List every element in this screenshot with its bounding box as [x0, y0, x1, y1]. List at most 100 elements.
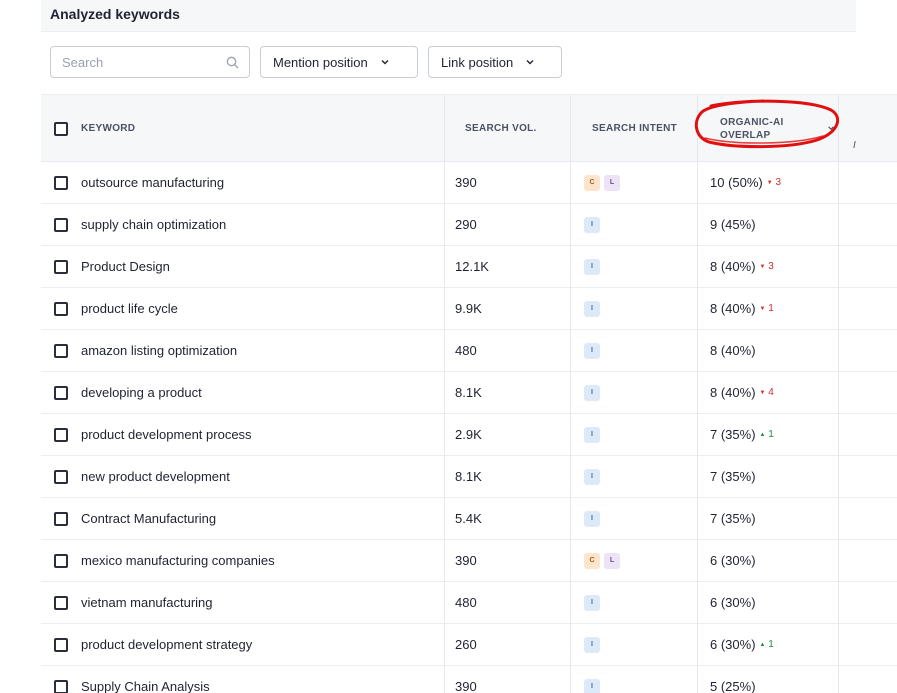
keywords-table: KEYWORD SEARCH VOL. SEARCH INTENT ORGANI…	[41, 94, 897, 693]
search-volume-value: 480	[455, 343, 477, 358]
table-row[interactable]: Contract Manufacturing 5.4K I 7 (35%)	[41, 498, 897, 540]
overlap-value: 6 (30%)	[710, 637, 756, 652]
row-checkbox[interactable]	[54, 259, 68, 274]
search-intent-cell: I	[584, 456, 600, 497]
overlap-value: 10 (50%)	[710, 175, 763, 190]
row-checkbox[interactable]	[54, 427, 68, 442]
keyword-cell: new product development	[54, 456, 230, 497]
intent-badge: L	[604, 174, 620, 191]
column-header-organic-ai-overlap[interactable]: ORGANIC-AI OVERLAP	[720, 95, 835, 162]
overlap-value: 6 (30%)	[710, 553, 756, 568]
overlap-value: 6 (30%)	[710, 595, 756, 610]
intent-badge: I	[584, 510, 600, 527]
row-checkbox[interactable]	[54, 553, 68, 568]
overlap-cell: 6 (30%) ▲ 1	[710, 624, 774, 665]
overlap-delta-value: 3	[775, 177, 782, 188]
keyword-text: outsource manufacturing	[81, 175, 225, 190]
column-divider	[838, 95, 839, 162]
table-row[interactable]: Product Design 12.1K I 8 (40%) ▼ 3	[41, 246, 897, 288]
keyword-cell: product life cycle	[54, 288, 178, 329]
overlap-delta: ▼ 1	[760, 303, 774, 314]
column-divider	[697, 162, 698, 693]
keyword-cell: vietnam manufacturing	[54, 582, 213, 623]
mention-position-dropdown[interactable]: Mention position	[260, 46, 418, 78]
search-icon	[226, 56, 239, 69]
row-checkbox[interactable]	[54, 511, 68, 526]
search-volume-value: 260	[455, 637, 477, 652]
sort-chevron-icon	[828, 126, 834, 130]
keyword-text: Product Design	[81, 259, 170, 274]
intent-badge: I	[584, 342, 600, 359]
keyword-cell: developing a product	[54, 372, 202, 413]
search-volume-cell: 5.4K	[455, 498, 482, 539]
table-row[interactable]: amazon listing optimization 480 I 8 (40%…	[41, 330, 897, 372]
row-checkbox[interactable]	[54, 343, 68, 358]
search-intent-cell: I	[584, 582, 600, 623]
row-checkbox[interactable]	[54, 175, 68, 190]
overlap-value: 8 (40%)	[710, 385, 756, 400]
search-intent-cell: I	[584, 372, 600, 413]
search-volume-value: 8.1K	[455, 385, 482, 400]
intent-badge: I	[584, 384, 600, 401]
search-volume-value: 8.1K	[455, 469, 482, 484]
keyword-cell: Product Design	[54, 246, 170, 287]
table-row[interactable]: new product development 8.1K I 7 (35%)	[41, 456, 897, 498]
overlap-cell: 8 (40%)	[710, 330, 756, 371]
select-all-checkbox[interactable]	[54, 121, 68, 136]
search-volume-value: 390	[455, 175, 477, 190]
column-header-search-vol[interactable]: SEARCH VOL.	[465, 95, 537, 162]
row-checkbox[interactable]	[54, 679, 68, 693]
table-row[interactable]: Supply Chain Analysis 390 I 5 (25%)	[41, 666, 897, 693]
keyword-text: Supply Chain Analysis	[81, 679, 210, 693]
keyword-text: product development strategy	[81, 637, 253, 652]
overlap-value: 8 (40%)	[710, 301, 756, 316]
section-header: Analyzed keywords	[41, 0, 856, 32]
link-position-dropdown[interactable]: Link position	[428, 46, 562, 78]
row-checkbox[interactable]	[54, 385, 68, 400]
overlap-delta-value: 4	[768, 387, 774, 398]
overlap-cell: 6 (30%)	[710, 540, 756, 581]
column-header-keyword: KEYWORD	[54, 95, 135, 162]
search-intent-cell: I	[584, 246, 600, 287]
overlap-delta: ▲ 1	[760, 639, 774, 650]
truncated-column-mark: I	[853, 140, 856, 151]
search-volume-value: 390	[455, 553, 477, 568]
search-input[interactable]	[51, 47, 211, 77]
row-checkbox[interactable]	[54, 637, 68, 652]
arrow-up-icon: ▲	[759, 432, 766, 438]
overlap-cell: 7 (35%)	[710, 456, 756, 497]
row-checkbox[interactable]	[54, 301, 68, 316]
table-row[interactable]: vietnam manufacturing 480 I 6 (30%)	[41, 582, 897, 624]
overlap-value: 7 (35%)	[710, 511, 756, 526]
row-checkbox[interactable]	[54, 469, 68, 484]
keyword-text: new product development	[81, 469, 230, 484]
search-volume-cell: 390	[455, 666, 477, 693]
column-divider	[444, 162, 445, 693]
row-checkbox[interactable]	[54, 595, 68, 610]
keyword-cell: Contract Manufacturing	[54, 498, 216, 539]
overlap-cell: 7 (35%) ▲ 1	[710, 414, 774, 455]
table-row[interactable]: supply chain optimization 290 I 9 (45%)	[41, 204, 897, 246]
column-divider	[570, 162, 571, 693]
overlap-value: 8 (40%)	[710, 343, 756, 358]
overlap-cell: 7 (35%)	[710, 498, 756, 539]
filter-bar: Mention position Link position	[50, 46, 562, 78]
column-header-search-intent[interactable]: SEARCH INTENT	[592, 95, 677, 162]
table-row[interactable]: product development strategy 260 I 6 (30…	[41, 624, 897, 666]
table-row[interactable]: product life cycle 9.9K I 8 (40%) ▼ 1	[41, 288, 897, 330]
row-checkbox[interactable]	[54, 217, 68, 232]
table-row[interactable]: developing a product 8.1K I 8 (40%) ▼ 4	[41, 372, 897, 414]
overlap-value: 8 (40%)	[710, 259, 756, 274]
overlap-cell: 9 (45%)	[710, 204, 756, 245]
keyword-cell: outsource manufacturing	[54, 162, 224, 203]
overlap-cell: 8 (40%) ▼ 4	[710, 372, 774, 413]
table-row[interactable]: product development process 2.9K I 7 (35…	[41, 414, 897, 456]
search-box[interactable]	[50, 46, 250, 78]
search-volume-cell: 260	[455, 624, 477, 665]
search-volume-cell: 290	[455, 204, 477, 245]
chevron-down-icon	[381, 60, 389, 65]
